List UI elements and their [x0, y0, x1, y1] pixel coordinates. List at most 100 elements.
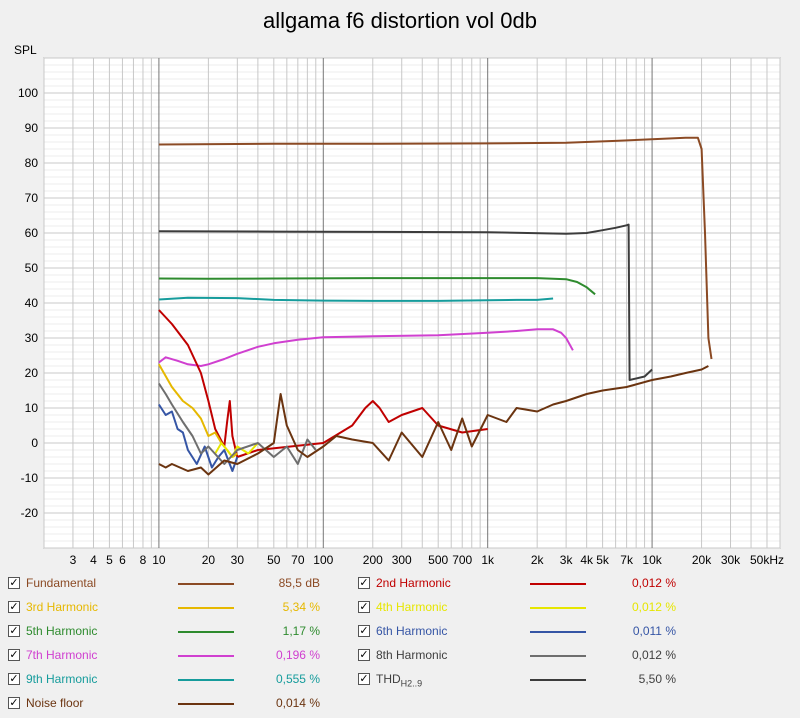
legend-checkbox-h2[interactable]: ✓: [358, 576, 370, 589]
legend-swatch-h7: [178, 655, 234, 657]
series-line-h7: [158, 328, 574, 367]
x-tick-label: 30k: [721, 553, 741, 567]
legend-swatch-h5: [178, 631, 234, 633]
legend-label-h7: 7th Harmonic: [26, 648, 97, 662]
legend-label-h4: 4th Harmonic: [376, 600, 447, 614]
x-tick-label: 4: [90, 553, 97, 567]
x-tick-label: 10k: [642, 553, 662, 567]
legend-value-h9: 0,555 %: [275, 672, 320, 686]
y-tick-label: 90: [25, 121, 39, 135]
x-tick-label: 500: [428, 553, 448, 567]
x-tick-label: 300: [392, 553, 412, 567]
y-tick-label: 60: [25, 226, 39, 240]
legend-label-h3: 3rd Harmonic: [26, 600, 98, 614]
legend: ✓ Fundamental 85,5 dB ✓ 2nd Harmonic 0,012 % ✓…: [0, 572, 800, 718]
y-tick-label: 0: [31, 436, 38, 450]
x-tick-label: 3k: [560, 553, 574, 567]
y-tick-label: 30: [25, 331, 39, 345]
legend-label-subscript: H2..9: [400, 678, 423, 689]
x-tick-label: 100: [313, 553, 333, 567]
legend-label-noise: Noise floor: [26, 696, 83, 710]
legend-label-h9: 9th Harmonic: [26, 672, 97, 686]
x-tick-label: 50: [267, 553, 281, 567]
x-tick-label: 20k: [692, 553, 712, 567]
x-tick-label: 6: [119, 553, 126, 567]
y-tick-label: 50: [25, 261, 39, 275]
grid: [43, 57, 781, 549]
x-tick-label: 1k: [481, 553, 495, 567]
series-line-h5: [158, 277, 596, 296]
legend-checkbox-noise[interactable]: ✓: [8, 696, 20, 709]
x-tick-label: 50kHz: [750, 553, 784, 567]
legend-label-text: 3rd Harmonic: [26, 600, 99, 614]
legend-value-thd: 5,50 %: [638, 672, 676, 686]
legend-swatch-thd: [530, 679, 586, 681]
x-tick-label: 5: [106, 553, 113, 567]
y-tick-label: 70: [25, 191, 39, 205]
y-tick-label: 40: [25, 296, 39, 310]
x-tick-label: 5k: [596, 553, 610, 567]
legend-value-h6: 0,011 %: [632, 624, 676, 638]
legend-checkbox-h8[interactable]: ✓: [358, 648, 370, 661]
x-tick-label: 70: [291, 553, 305, 567]
legend-label-h5: 5th Harmonic: [26, 624, 97, 638]
y-tick-label: 10: [25, 401, 39, 415]
y-tick-label: 20: [25, 366, 39, 380]
x-axis-ticks: 3 4 5 6 8 10 20 30 50 70 100 200 300 500 700 1k 2k 3k 4k 5k…: [70, 553, 784, 567]
chart-title: allgama f6 distortion vol 0db: [263, 8, 537, 33]
legend-checkbox-h6[interactable]: ✓: [358, 624, 370, 637]
legend-swatch-h6: [530, 631, 586, 633]
legend-label-thd: THDH2..9: [376, 672, 422, 688]
series-line-h8: [158, 382, 317, 465]
legend-checkbox-h7[interactable]: ✓: [8, 648, 20, 661]
series-line-h9: [158, 296, 554, 302]
y-tick-label: 80: [25, 156, 39, 170]
series-line-fundamental: [158, 136, 713, 360]
legend-label-text: 7th Harmonic: [26, 648, 98, 662]
legend-checkbox-fundamental[interactable]: ✓: [8, 576, 20, 589]
legend-checkbox-h3[interactable]: ✓: [8, 600, 20, 613]
legend-label-text: 8th Harmonic: [376, 648, 448, 662]
legend-label-h6: 6th Harmonic: [376, 624, 447, 638]
y-axis-label: SPL: [14, 43, 37, 57]
series-line-thd: [158, 223, 653, 381]
y-tick-label: 100: [18, 86, 38, 100]
y-tick-label: -20: [21, 506, 39, 520]
legend-label-text: 4th Harmonic: [376, 600, 448, 614]
series-group: [158, 136, 713, 476]
x-tick-label: 20: [202, 553, 216, 567]
series-line-h4: [214, 442, 259, 458]
legend-checkbox-h9[interactable]: ✓: [8, 672, 20, 685]
legend-value-noise: 0,014 %: [275, 696, 320, 710]
x-tick-label: 10: [152, 553, 166, 567]
series-line-noise: [158, 365, 709, 476]
legend-checkbox-h5[interactable]: ✓: [8, 624, 20, 637]
legend-label-text: Fundamental: [26, 576, 97, 590]
x-tick-label: 200: [363, 553, 383, 567]
series-line-h6: [158, 403, 239, 472]
legend-value-h7: 0,196 %: [275, 648, 320, 662]
x-tick-label: 30: [231, 553, 245, 567]
legend-label-text: 9th Harmonic: [26, 672, 98, 686]
legend-label-fundamental: Fundamental: [26, 576, 96, 590]
legend-label-text: 5th Harmonic: [26, 624, 98, 638]
x-tick-label: 8: [140, 553, 147, 567]
legend-swatch-h4: [530, 607, 586, 609]
legend-swatch-h2: [530, 583, 586, 585]
legend-label-text: 2nd Harmonic: [376, 576, 451, 590]
x-tick-label: 4k: [580, 553, 594, 567]
legend-value-h3: 5,34 %: [282, 600, 320, 614]
legend-swatch-h8: [530, 655, 586, 657]
legend-checkbox-thd[interactable]: ✓: [358, 672, 370, 685]
legend-label-text: Noise floor: [26, 696, 84, 710]
legend-label-h8: 8th Harmonic: [376, 648, 447, 662]
x-tick-label: 700: [452, 553, 472, 567]
legend-value-h2: 0,012 %: [631, 576, 676, 590]
legend-checkbox-h4[interactable]: ✓: [358, 600, 370, 613]
x-tick-label: 7k: [620, 553, 634, 567]
legend-swatch-h9: [178, 679, 234, 681]
legend-label-text: 6th Harmonic: [376, 624, 448, 638]
x-tick-label: 2k: [531, 553, 545, 567]
